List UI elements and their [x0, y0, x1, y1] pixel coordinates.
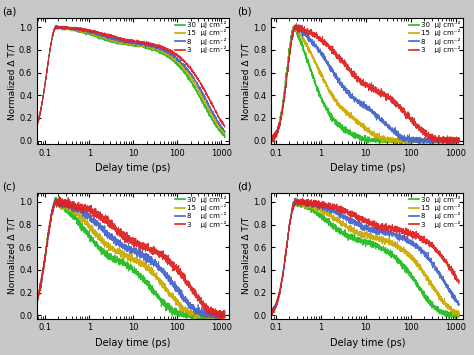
X-axis label: Delay time (ps): Delay time (ps): [95, 338, 171, 348]
Y-axis label: Normalized Δ T/T: Normalized Δ T/T: [7, 217, 16, 294]
Text: (d): (d): [237, 182, 251, 192]
Y-axis label: Normalized Δ T/T: Normalized Δ T/T: [7, 43, 16, 120]
Y-axis label: Normalized Δ T/T: Normalized Δ T/T: [241, 43, 250, 120]
Legend: 30  μJ cm⁻², 15  μJ cm⁻², 8    μJ cm⁻², 3    μJ cm⁻²: 30 μJ cm⁻², 15 μJ cm⁻², 8 μJ cm⁻², 3 μJ …: [409, 195, 461, 229]
Legend: 30  μJ cm⁻², 15  μJ cm⁻², 8    μJ cm⁻², 3    μJ cm⁻²: 30 μJ cm⁻², 15 μJ cm⁻², 8 μJ cm⁻², 3 μJ …: [174, 195, 227, 229]
Text: (a): (a): [2, 7, 17, 17]
Legend: 30  μJ cm⁻², 15  μJ cm⁻², 8    μJ cm⁻², 3    μJ cm⁻²: 30 μJ cm⁻², 15 μJ cm⁻², 8 μJ cm⁻², 3 μJ …: [409, 20, 461, 54]
X-axis label: Delay time (ps): Delay time (ps): [95, 163, 171, 173]
Text: (c): (c): [2, 182, 16, 192]
Legend: 30  μJ cm⁻², 15  μJ cm⁻², 8    μJ cm⁻², 3    μJ cm⁻²: 30 μJ cm⁻², 15 μJ cm⁻², 8 μJ cm⁻², 3 μJ …: [174, 20, 227, 54]
X-axis label: Delay time (ps): Delay time (ps): [329, 338, 405, 348]
Text: (b): (b): [237, 7, 251, 17]
Y-axis label: Normalized Δ T/T: Normalized Δ T/T: [241, 217, 250, 294]
X-axis label: Delay time (ps): Delay time (ps): [329, 163, 405, 173]
